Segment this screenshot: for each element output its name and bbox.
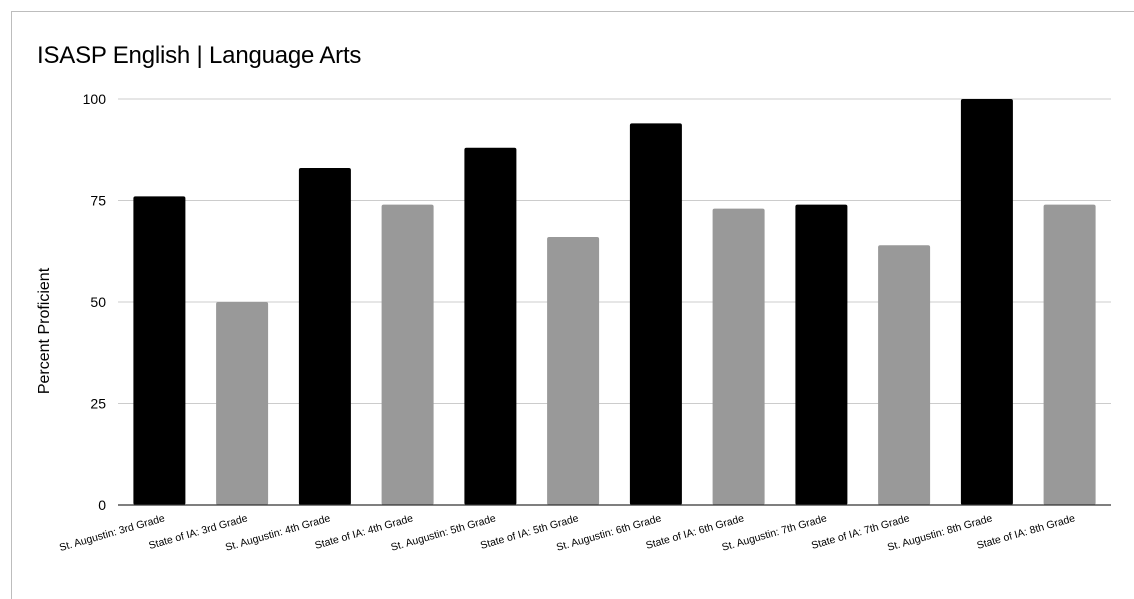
bar-1 xyxy=(133,196,186,505)
bar-12 xyxy=(1043,204,1096,505)
y-tick-label: 100 xyxy=(83,91,107,107)
bar-2 xyxy=(216,302,269,505)
y-axis-label: Percent Proficient xyxy=(36,267,53,394)
bar-4 xyxy=(381,204,434,505)
bar-3 xyxy=(298,168,351,505)
y-tick-labels: 0 25 50 75 100 xyxy=(83,91,107,513)
bar-10 xyxy=(878,245,931,505)
bar-9 xyxy=(795,204,848,505)
bar-11 xyxy=(960,99,1013,505)
y-tick-label: 50 xyxy=(90,294,106,310)
chart-title: ISASP English | Language Arts xyxy=(37,42,362,69)
y-tick-label: 75 xyxy=(90,193,106,209)
y-tick-label: 0 xyxy=(98,497,106,513)
bar-6 xyxy=(547,237,600,505)
bar-8 xyxy=(712,208,765,505)
chart-frame xyxy=(11,11,1134,599)
bars xyxy=(133,99,1096,506)
y-tick-label: 25 xyxy=(90,396,106,412)
gridlines xyxy=(118,98,1111,404)
bar-5 xyxy=(464,147,517,505)
bar-7 xyxy=(629,123,682,506)
